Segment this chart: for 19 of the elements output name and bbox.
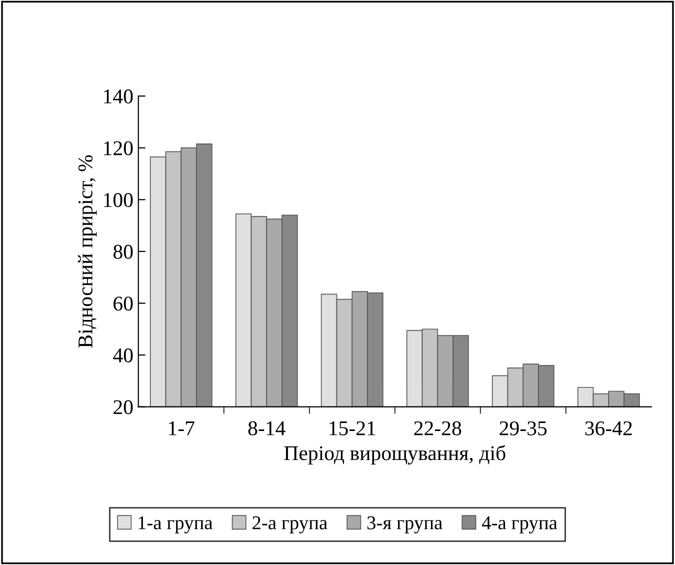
y-tick-label: 80 — [113, 244, 133, 259]
x-tick-label: 22-28 — [414, 421, 462, 436]
y-tick-label: 40 — [113, 348, 133, 362]
y-tick-label: 60 — [114, 296, 133, 311]
x-axis-title: Період вирощування, діб — [284, 445, 506, 465]
y-tick-label: 120 — [104, 141, 133, 156]
legend-label: 4-а група — [482, 516, 558, 534]
x-tick-label: 15-21 — [330, 421, 376, 436]
x-tick-label: 36-42 — [585, 421, 632, 436]
legend-label: 2-а група — [252, 516, 328, 534]
x-tick-label: 1-7 — [169, 421, 194, 436]
y-tick-label: 100 — [104, 193, 133, 208]
y-tick-label: 140 — [104, 89, 133, 104]
legend-label: 3-я група — [367, 516, 442, 534]
y-tick-label: 20 — [114, 400, 133, 414]
x-tick-label: 29-35 — [500, 421, 547, 436]
x-tick-label: 8-14 — [248, 421, 286, 436]
legend-label: 1-а група — [138, 516, 213, 534]
y-axis-title: Відносний приріст, % — [78, 155, 97, 348]
